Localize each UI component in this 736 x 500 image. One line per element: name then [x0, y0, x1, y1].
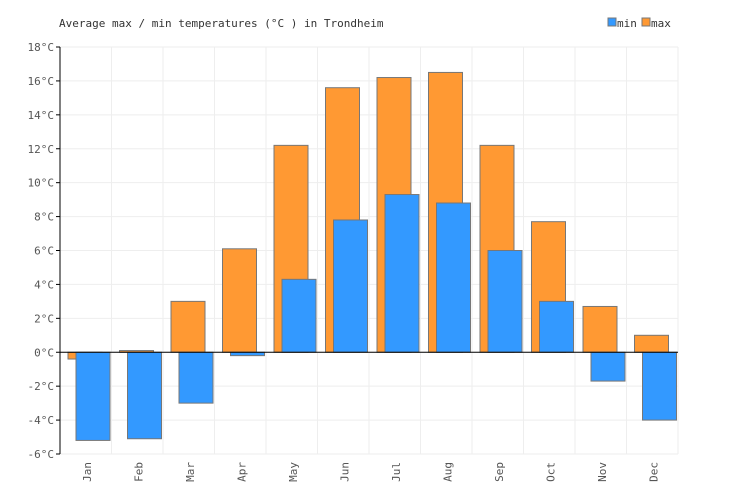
x-tick-label: Nov — [596, 462, 609, 482]
x-tick-label: Jul — [390, 462, 403, 482]
y-tick-label: -2°C — [28, 380, 55, 393]
x-tick-label: May — [287, 462, 300, 482]
x-tick-label: Jan — [81, 462, 94, 482]
x-tick-label: Dec — [647, 462, 660, 482]
y-tick-label: 6°C — [34, 245, 54, 258]
y-tick-label: 0°C — [34, 346, 54, 359]
bar-min-oct — [539, 300, 574, 353]
bar-min-may — [281, 278, 317, 353]
bar-min-jun — [333, 219, 368, 353]
x-tick-label: Apr — [235, 462, 248, 482]
bar-max-dec — [634, 334, 669, 353]
bar-min-jan — [75, 351, 111, 441]
x-tick-label: Aug — [441, 462, 454, 482]
bar-min-mar — [178, 351, 214, 404]
legend-swatch-max — [641, 17, 651, 27]
bar-min-jul — [384, 194, 420, 353]
y-tick-label: 10°C — [28, 177, 55, 190]
bar-max-mar — [170, 300, 206, 353]
bar-min-apr — [230, 351, 265, 357]
y-tick-label: 4°C — [34, 278, 54, 291]
y-tick-label: 12°C — [28, 143, 55, 156]
y-tick-label: 2°C — [34, 312, 54, 325]
bar-min-dec — [642, 351, 677, 421]
y-tick-label: 16°C — [28, 75, 55, 88]
x-tick-label: Jun — [338, 462, 351, 482]
x-tick-label: Mar — [184, 462, 197, 482]
bar-max-nov — [582, 305, 618, 353]
chart-title: Average max / min temperatures (°C ) in … — [59, 17, 384, 30]
legend-swatch-min — [607, 17, 617, 27]
legend: min max — [607, 17, 671, 30]
bar-min-sep — [487, 250, 523, 353]
y-tick-label: 18°C — [28, 41, 55, 54]
x-tick-label: Feb — [132, 462, 145, 482]
y-tick-label: 14°C — [28, 109, 55, 122]
bar-min-feb — [127, 351, 162, 440]
x-tick-label: Sep — [493, 462, 506, 482]
legend-label-min: min — [617, 17, 637, 30]
bar-min-nov — [590, 351, 626, 382]
y-tick-label: -6°C — [28, 448, 55, 461]
bar-max-apr — [222, 248, 257, 353]
y-tick-label: -4°C — [28, 414, 55, 427]
bar-min-aug — [436, 202, 471, 353]
x-tick-label: Oct — [544, 462, 557, 482]
legend-label-max: max — [651, 17, 671, 30]
y-tick-label: 8°C — [34, 211, 54, 224]
